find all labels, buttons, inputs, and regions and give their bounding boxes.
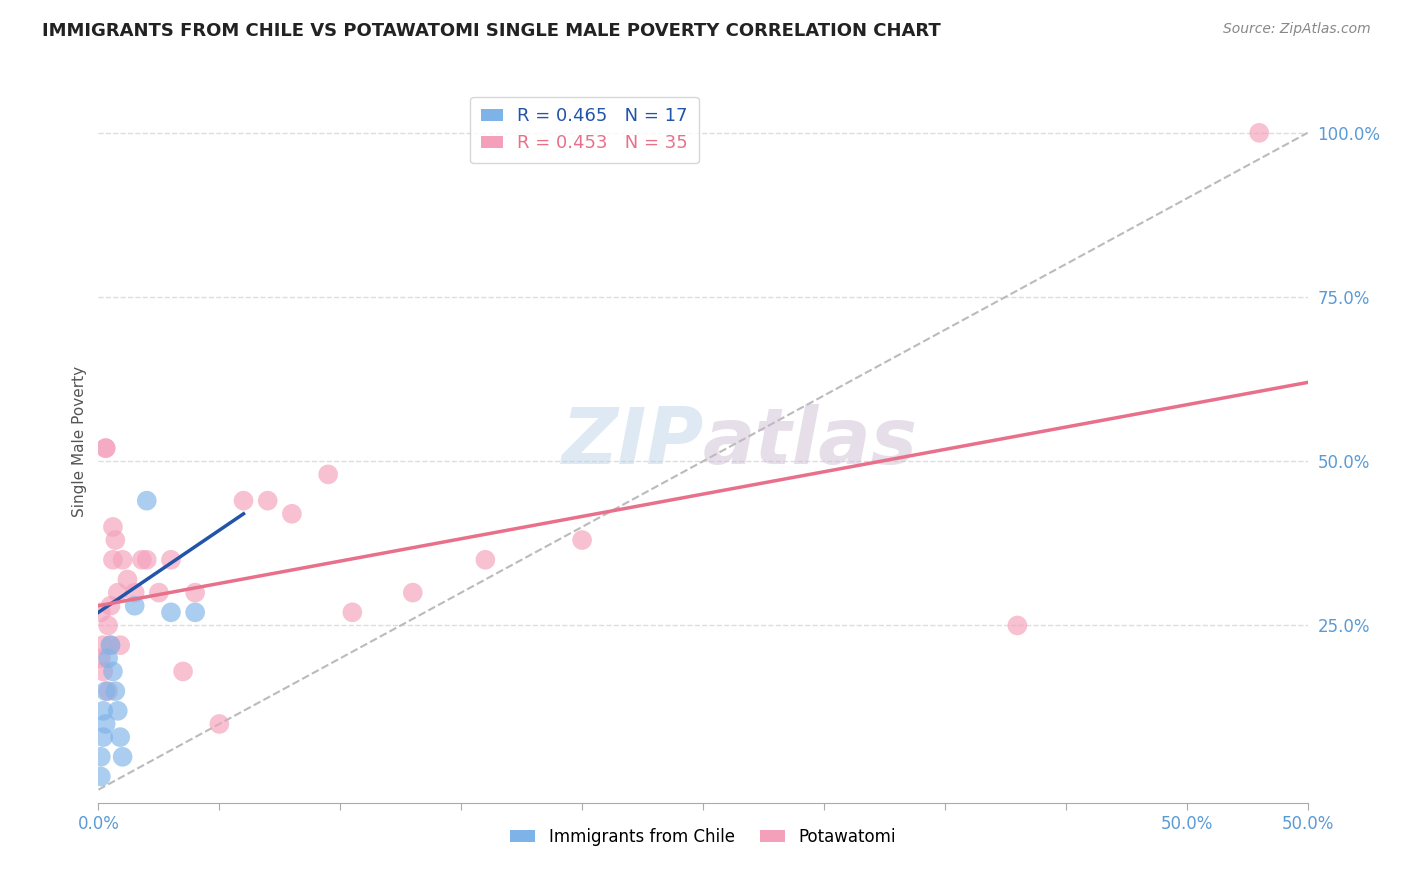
Point (184, 585, 207, 599)
Point (208, 717, 231, 731)
Text: IMMIGRANTS FROM CHILE VS POTAWATOMI SINGLE MALE POVERTY CORRELATION CHART: IMMIGRANTS FROM CHILE VS POTAWATOMI SING… (42, 22, 941, 40)
Point (97, 618, 120, 632)
Point (97, 651, 120, 665)
Point (104, 684, 127, 698)
Y-axis label: Single Male Poverty: Single Male Poverty (72, 366, 87, 517)
Point (100, 638, 122, 652)
Point (111, 553, 134, 567)
Point (1007, 618, 1029, 632)
Text: atlas: atlas (703, 403, 918, 480)
Point (94, 441, 117, 455)
Point (281, 507, 304, 521)
Point (108, 730, 131, 744)
Point (316, 467, 339, 482)
Point (342, 605, 364, 619)
Point (91, 730, 114, 744)
Point (1249, 126, 1271, 140)
Point (94, 684, 117, 698)
Point (100, 599, 122, 613)
Point (172, 665, 194, 679)
Point (474, 553, 496, 567)
Point (100, 638, 122, 652)
Point (131, 553, 153, 567)
Point (124, 585, 146, 599)
Point (108, 638, 131, 652)
Point (160, 605, 183, 619)
Text: ZIP: ZIP (561, 403, 703, 480)
Point (135, 493, 157, 508)
Point (107, 704, 129, 718)
Point (184, 605, 207, 619)
Point (94, 717, 117, 731)
Point (101, 553, 124, 567)
Point (117, 573, 139, 587)
Point (90, 770, 112, 784)
Legend: Immigrants from Chile, Potawatomi: Immigrants from Chile, Potawatomi (503, 821, 903, 852)
Point (101, 520, 124, 534)
Point (135, 553, 157, 567)
Text: Source: ZipAtlas.com: Source: ZipAtlas.com (1223, 22, 1371, 37)
Point (160, 553, 183, 567)
Point (107, 585, 129, 599)
Point (91, 704, 114, 718)
Point (101, 665, 124, 679)
Point (124, 599, 146, 613)
Point (402, 585, 425, 599)
Point (97, 684, 120, 698)
Point (256, 493, 278, 508)
Point (91, 665, 114, 679)
Point (111, 749, 134, 764)
Point (90, 651, 112, 665)
Point (148, 585, 170, 599)
Point (571, 533, 593, 547)
Point (232, 493, 254, 508)
Point (90, 605, 112, 619)
Point (104, 533, 127, 547)
Point (91, 638, 114, 652)
Point (90, 749, 112, 764)
Point (94, 441, 117, 455)
